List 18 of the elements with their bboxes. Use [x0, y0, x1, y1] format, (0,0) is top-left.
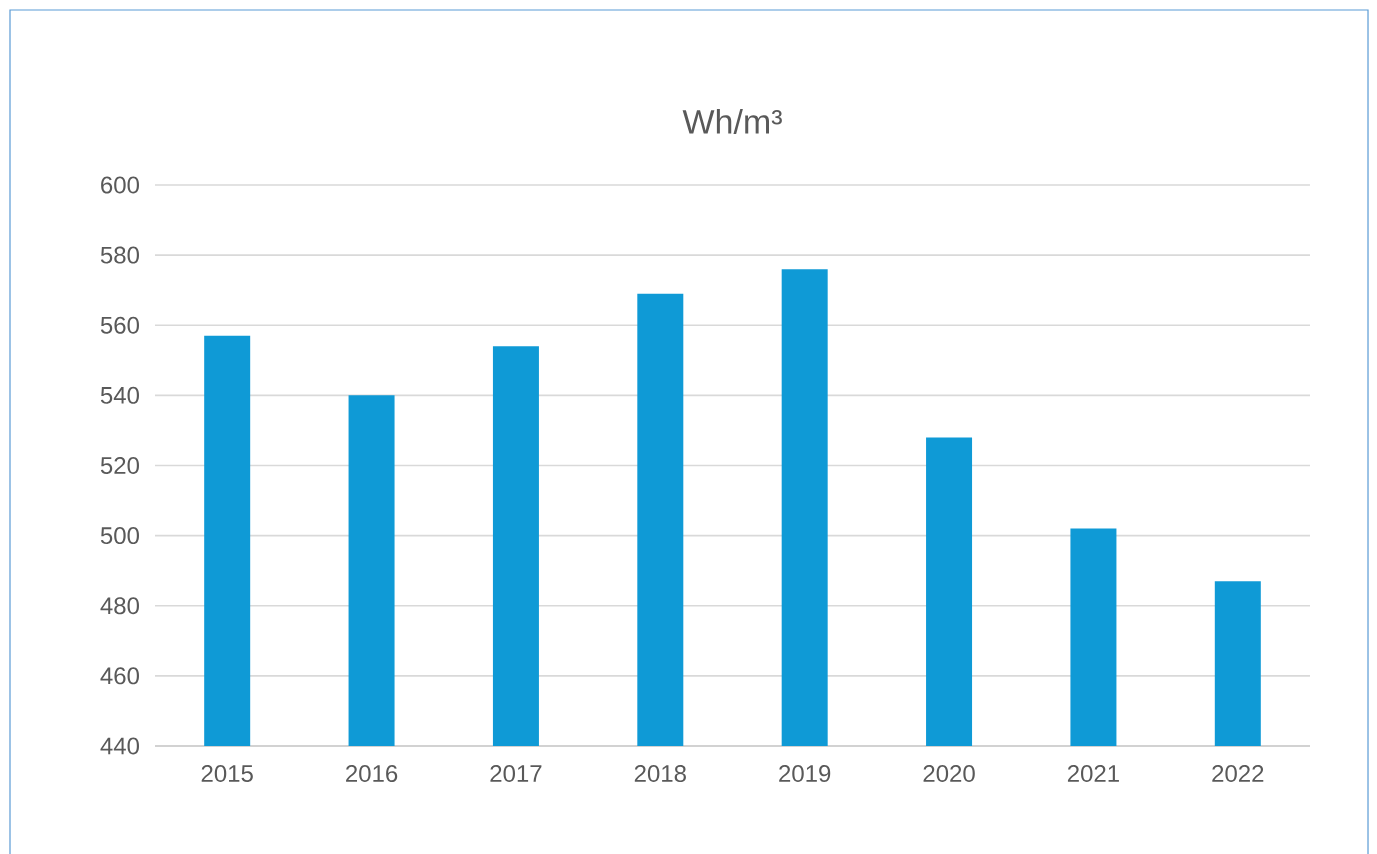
y-tick-label: 520 — [100, 457, 139, 474]
y-tick-label: 540 — [100, 386, 139, 404]
x-tick-label: 2019 — [779, 765, 831, 783]
y-tick-label: 500 — [100, 527, 139, 545]
x-tick-label: 2020 — [923, 765, 975, 783]
x-tick-label: 2017 — [490, 765, 542, 783]
y-tick-label: 560 — [100, 316, 139, 334]
y-tick-label: 440 — [100, 737, 139, 755]
x-tick-label: 2016 — [346, 765, 398, 783]
x-tick-label: 2015 — [201, 765, 253, 783]
x-tick-label: 2022 — [1212, 765, 1264, 783]
chart-title: Wh/m³ — [682, 108, 782, 134]
y-tick-label: 600 — [101, 176, 139, 194]
x-tick-label: 2021 — [1067, 765, 1119, 783]
y-tick-label: 460 — [100, 667, 139, 685]
y-tick-label: 580 — [100, 246, 139, 264]
x-tick-label: 2018 — [634, 765, 686, 783]
y-tick-label: 480 — [100, 597, 139, 615]
